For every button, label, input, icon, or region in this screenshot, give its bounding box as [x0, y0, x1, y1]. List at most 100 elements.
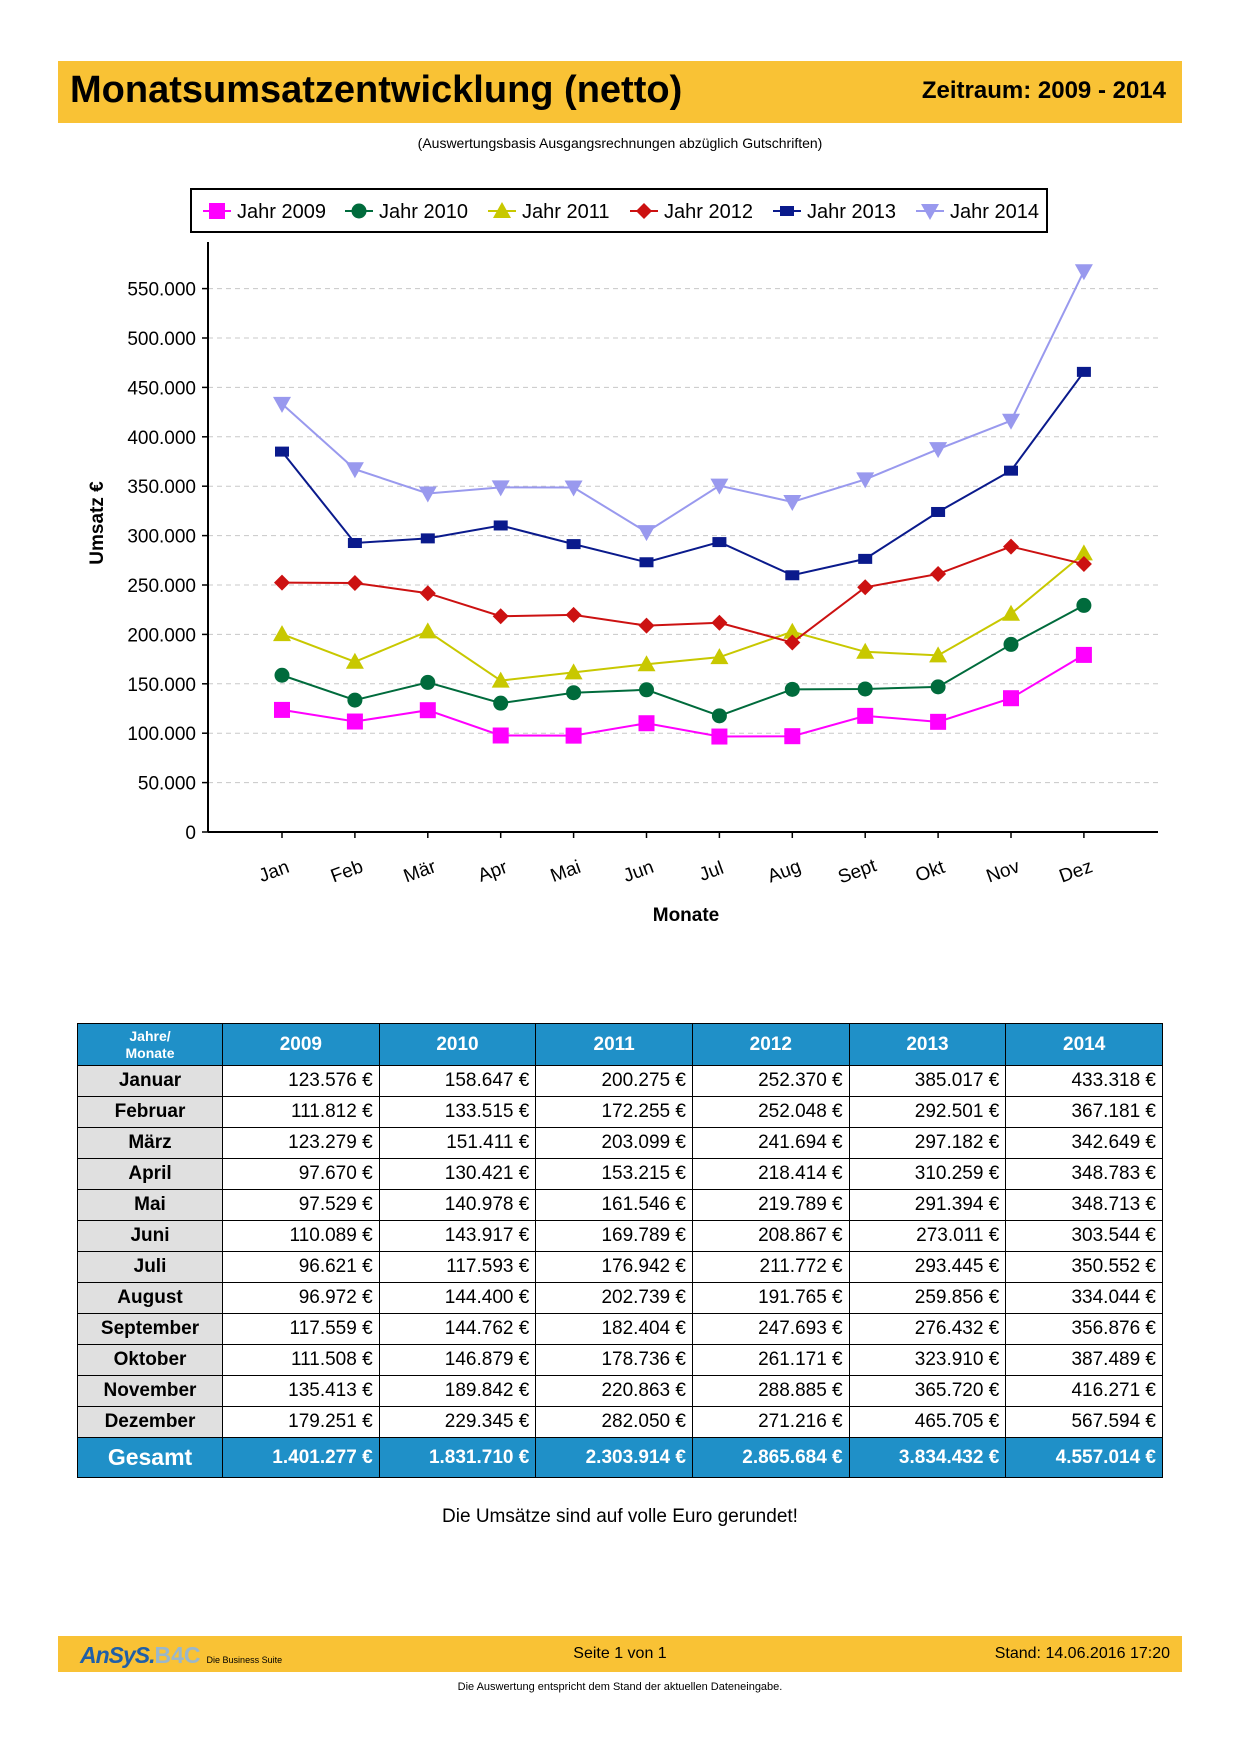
year-header: 2013: [848, 1023, 1007, 1066]
value-cell: 208.867 €: [691, 1220, 850, 1252]
report-period: Zeitraum: 2009 - 2014: [921, 77, 1166, 104]
value-cell: 220.863 €: [535, 1375, 693, 1407]
data-point: [566, 685, 582, 701]
report-title: Monatsumsatzentwicklung (netto): [70, 69, 683, 111]
year-header: 2014: [1005, 1023, 1163, 1066]
data-point: [929, 442, 948, 459]
month-cell: Oktober: [77, 1344, 223, 1376]
total-cell: 2.303.914 €: [535, 1437, 693, 1478]
legend-item: Jahr 2011: [488, 201, 609, 223]
data-point: [857, 579, 874, 596]
value-cell: 143.917 €: [378, 1220, 537, 1252]
data-point: [710, 648, 729, 665]
month-cell: Juli: [77, 1251, 223, 1283]
month-cell: Mai: [77, 1189, 223, 1221]
data-point: [274, 701, 290, 718]
report-subtitle: (Auswertungsbasis Ausgangsrechnungen abz…: [417, 135, 823, 151]
data-point: [930, 679, 946, 695]
value-cell: 387.489 €: [1005, 1344, 1163, 1376]
value-cell: 288.885 €: [691, 1375, 850, 1407]
value-cell: 342.649 €: [1005, 1127, 1163, 1159]
total-cell: 2.865.684 €: [691, 1437, 850, 1478]
corner-line-years: Jahre/: [129, 1027, 171, 1044]
data-point: [491, 671, 510, 688]
data-point: [1075, 646, 1092, 663]
x-tick-label: Mai: [548, 857, 584, 887]
value-cell: 252.370 €: [691, 1065, 850, 1097]
tick-labels: 0 50.000 100.000 150.000 200.000 250.000 300.0…: [127, 280, 1095, 889]
legend-label: Jahr 2013: [807, 201, 896, 223]
data-point: [639, 557, 654, 568]
legend-marker: [780, 206, 794, 216]
value-cell: 97.529 €: [222, 1189, 380, 1221]
data-point: [856, 472, 875, 489]
data-point: [492, 727, 509, 744]
data-point: [565, 727, 582, 744]
legend-label: Jahr 2011: [522, 201, 609, 223]
data-point: [419, 702, 436, 719]
data-point: [1074, 544, 1093, 561]
data-point: [711, 614, 728, 631]
value-cell: 123.576 €: [222, 1065, 380, 1097]
data-point: [274, 667, 290, 683]
report-header: Monatsumsatzentwicklung (netto) Zeitraum…: [58, 61, 1182, 123]
data-point: [345, 462, 364, 479]
x-tick-label: Okt: [913, 857, 949, 887]
value-cell: 291.394 €: [848, 1189, 1007, 1221]
value-cell: 350.552 €: [1005, 1251, 1163, 1283]
data-point: [1076, 597, 1092, 613]
value-cell: 323.910 €: [848, 1344, 1007, 1376]
y-tick-label: 400.000: [127, 428, 196, 449]
value-cell: 465.705 €: [848, 1406, 1007, 1438]
total-cell: 1.831.710 €: [378, 1437, 537, 1478]
x-tick-label: Jun: [621, 857, 657, 887]
value-cell: 111.812 €: [222, 1096, 380, 1128]
data-point: [274, 574, 290, 591]
report-timestamp: Stand: 14.06.2016 17:20: [994, 1645, 1170, 1662]
legend-item: Jahr 2012: [630, 201, 753, 223]
value-cell: 241.694 €: [691, 1127, 850, 1159]
series-jahr-2011: [273, 544, 1093, 688]
data-point: [930, 565, 947, 582]
data-point: [565, 606, 582, 623]
data-point: [345, 652, 364, 669]
value-cell: 140.978 €: [378, 1189, 537, 1221]
data-point: [1003, 538, 1019, 555]
total-cell: 4.557.014 €: [1005, 1437, 1163, 1478]
y-tick-label: 200.000: [127, 625, 196, 646]
y-tick-label: 450.000: [127, 378, 196, 399]
logo-main-text: AnSyS.: [80, 1642, 156, 1668]
table-row: Februar 111.812 €133.515 €172.255 €252.04…: [77, 1096, 1163, 1128]
corner-line-months: Monate: [125, 1044, 175, 1061]
data-point: [347, 692, 363, 708]
series-line: [281, 552, 1085, 682]
month-cell: Dezember: [77, 1406, 223, 1438]
table-row: April 97.670 €130.421 €153.215 €218.414 €…: [77, 1158, 1163, 1190]
legend-frame: [190, 188, 1048, 233]
data-point: [856, 642, 875, 659]
data-point: [783, 622, 802, 639]
data-point: [637, 525, 656, 542]
data-point: [638, 715, 655, 732]
data-point: [1002, 604, 1020, 621]
rounding-note: Die Umsätze sind auf volle Euro gerundet…: [442, 1506, 798, 1527]
value-cell: 219.789 €: [691, 1189, 850, 1221]
value-cell: 218.414 €: [691, 1158, 850, 1190]
data-point: [493, 520, 508, 531]
value-cell: 385.017 €: [848, 1065, 1007, 1097]
value-cell: 144.400 €: [378, 1282, 537, 1314]
total-label: Gesamt: [77, 1437, 223, 1478]
x-tick-label: Aug: [765, 856, 804, 887]
legend-marker: [636, 203, 652, 219]
table-row: November 135.413 €189.842 €220.863 €288.8…: [77, 1375, 1163, 1407]
data-point: [273, 625, 291, 642]
table-corner-header: Jahre/ Monate: [77, 1023, 223, 1066]
data-point: [1075, 556, 1092, 573]
value-cell: 259.856 €: [848, 1282, 1007, 1314]
value-cell: 97.670 €: [222, 1158, 380, 1190]
value-cell: 276.432 €: [848, 1313, 1007, 1345]
x-tick-label: Jan: [256, 857, 292, 887]
value-cell: 261.171 €: [691, 1344, 850, 1376]
value-cell: 200.275 €: [535, 1065, 693, 1097]
value-cell: 365.720 €: [848, 1375, 1007, 1407]
